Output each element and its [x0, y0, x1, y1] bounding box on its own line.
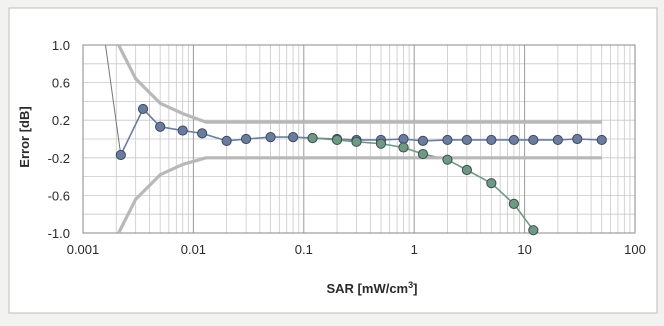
data-point-series-2: [461, 164, 472, 176]
data-point-series-1: [508, 134, 520, 146]
data-point-series-2: [528, 225, 539, 236]
data-point-series-1: [288, 132, 299, 143]
data-point-series-1: [137, 103, 149, 115]
x-tick-label: 0.001: [67, 242, 100, 257]
data-point-series-2: [508, 198, 520, 209]
y-tick-label: 1.0: [52, 38, 70, 53]
x-tick-label: 10: [517, 242, 531, 257]
y-axis-label: Error [dB]: [17, 106, 32, 167]
y-tick-label: 0.2: [52, 113, 70, 128]
y-tick-label: -0.2: [48, 151, 70, 166]
data-point-series-1: [240, 133, 252, 145]
data-point-series-1: [221, 135, 232, 146]
data-point-series-2: [442, 154, 453, 165]
data-point-series-1: [417, 135, 429, 146]
y-tick-label: 0.6: [52, 76, 70, 91]
reference-line: [105, 45, 122, 156]
data-point-series-1: [486, 134, 497, 146]
x-tick-label: 0.1: [295, 242, 313, 257]
data-point-series-1: [155, 121, 166, 132]
y-tick-label: -0.6: [48, 188, 70, 203]
data-point-series-1: [572, 133, 583, 145]
data-point-series-2: [351, 136, 362, 147]
x-tick-label: 0.01: [181, 242, 206, 257]
data-point-series-1: [115, 149, 126, 161]
data-point-series-1: [442, 134, 453, 146]
series-group: [105, 45, 607, 236]
x-axis-label: SAR [mW/cm3]: [327, 280, 418, 296]
data-point-series-1: [596, 134, 607, 146]
tolerance-band-line: [117, 156, 602, 233]
x-axis-label-sup: 3: [408, 280, 413, 290]
data-point-series-2: [417, 148, 429, 160]
data-point-series-1: [177, 125, 188, 136]
y-tick-label: -1.0: [48, 226, 70, 241]
data-point-series-1: [461, 134, 472, 146]
data-point-series-2: [398, 142, 409, 153]
data-point-series-1: [197, 128, 208, 139]
plot-area-border: [82, 44, 636, 234]
data-point-series-1: [265, 132, 276, 143]
data-point-series-2: [331, 134, 343, 146]
data-point-series-1: [398, 133, 409, 145]
data-point-series-2: [375, 138, 387, 149]
data-point-series-1: [528, 134, 539, 146]
x-tick-label: 1: [411, 242, 418, 257]
x-tick-label: 100: [624, 242, 646, 257]
x-axis-label-end: ]: [413, 281, 417, 296]
chart-frame: [8, 7, 658, 314]
data-point-series-2: [486, 178, 497, 189]
data-point-series-1: [552, 134, 563, 146]
x-axis-label-main: SAR [mW/cm: [327, 281, 409, 296]
data-point-series-2: [307, 132, 318, 144]
tolerance-band-line: [117, 45, 602, 124]
axes: 0.001 0.01 0.1 1 10 100 1.0 0.6 0.2 -0.2 -0.6 -1.0: [48, 38, 646, 257]
